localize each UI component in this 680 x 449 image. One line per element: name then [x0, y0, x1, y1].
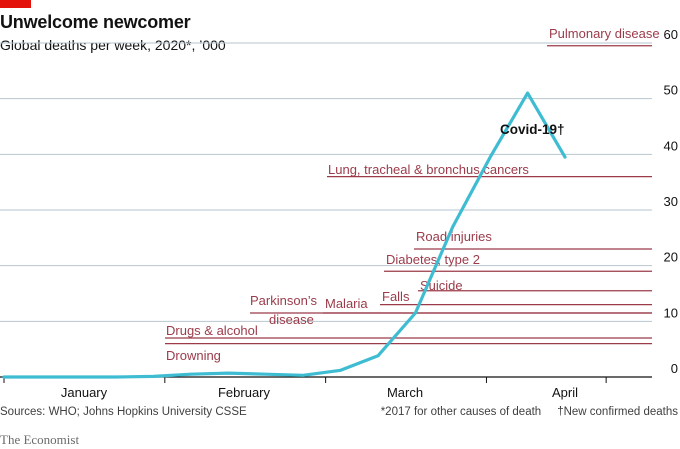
reference-label-drugs-alcohol: Drugs & alcohol: [166, 323, 258, 338]
y-tick-label-30: 30: [664, 194, 678, 209]
reference-label-line-2: disease: [269, 312, 314, 327]
series-line-covid-19: [2, 91, 567, 379]
x-tick-label-march: March: [387, 385, 423, 400]
series-lines: Covid-19†: [2, 91, 567, 379]
footnote-confirmed: †New confirmed deaths: [557, 406, 678, 418]
chart-title: Unwelcome newcomer: [0, 12, 191, 32]
y-tick-label-10: 10: [664, 305, 678, 320]
footnote-gap: [544, 406, 554, 418]
reference-label-diabetes-type-2: Diabetes, type 2: [386, 252, 480, 267]
y-tick-label-40: 40: [664, 138, 678, 153]
footnote-2017: *2017 for other causes of death: [380, 406, 542, 418]
reference-lines: Pulmonary disease Lung, tracheal & bronch…: [165, 26, 660, 363]
y-tick-label-20: 20: [664, 250, 678, 265]
y-tick-label-50: 50: [664, 83, 678, 98]
chart-subtitle: Global deaths per week, 2020*, ’000: [0, 37, 226, 53]
reference-label-falls: Falls: [382, 289, 410, 304]
reference-label-parkinson-s-disease: Parkinson’s disease: [250, 293, 317, 327]
source-note: Sources: WHO; Johns Hopkins University C…: [0, 406, 247, 418]
series-label-covid-19: Covid-19†: [500, 122, 565, 137]
reference-label-lung-tracheal-bronchus-cancers: Lung, tracheal & bronchus cancers: [328, 162, 529, 177]
gridlines: [0, 42, 652, 322]
reference-label-road-injuries: Road injuries: [416, 229, 492, 244]
footnotes: *2017 for other causes of death †New con…: [381, 406, 678, 418]
y-axis-ticks: 0 10 20 30 40 50 60: [664, 27, 678, 376]
x-tick-label-april: April: [552, 385, 578, 400]
brand-logo: The Economist: [0, 432, 80, 447]
y-tick-label-60: 60: [664, 27, 678, 42]
brand-red-tab: [0, 0, 31, 8]
reference-label-line-1: Parkinson’s: [250, 293, 317, 308]
y-tick-label-0: 0: [671, 361, 678, 376]
x-axis: January February March April: [0, 376, 652, 400]
reference-label-drowning: Drowning: [166, 348, 221, 363]
x-tick-label-january: January: [61, 385, 108, 400]
x-tick-label-february: February: [218, 385, 271, 400]
reference-label-pulmonary-disease: Pulmonary disease: [549, 26, 660, 41]
reference-label-malaria: Malaria: [325, 296, 368, 311]
